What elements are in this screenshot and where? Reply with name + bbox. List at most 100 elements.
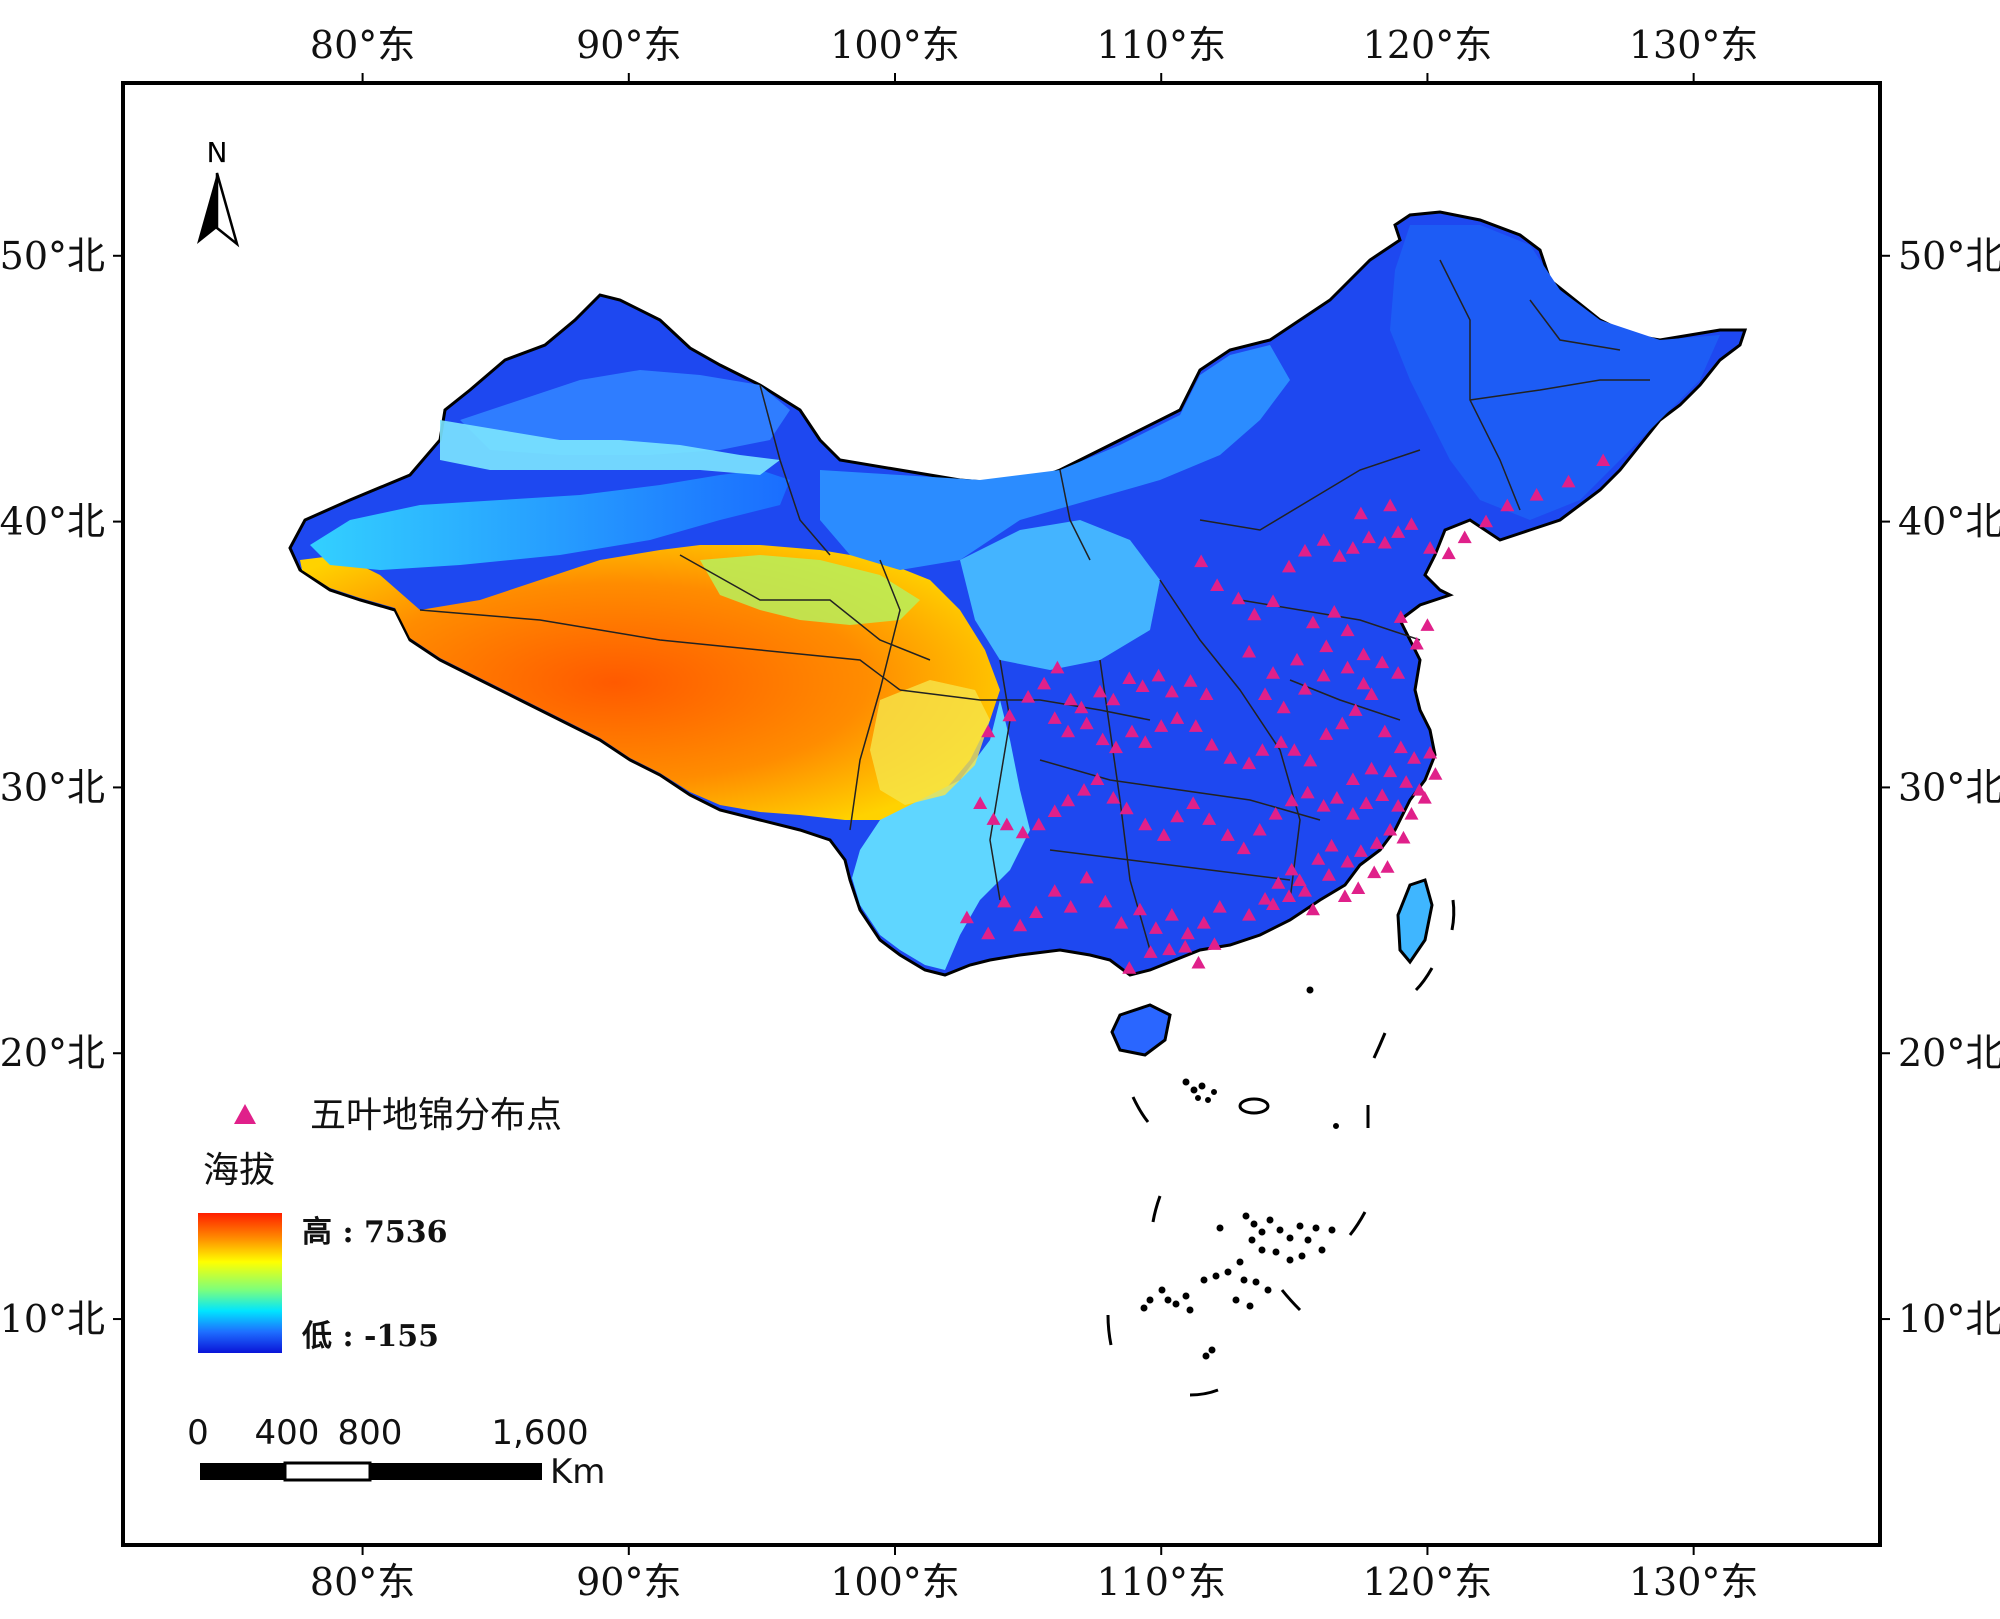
scale-label-1600: 1,600: [491, 1413, 588, 1453]
distribution-point: [981, 926, 996, 940]
legend: 五叶地锦分布点 海拔 高 : 7536 低 : -155: [198, 1095, 562, 1354]
distribution-point: [1207, 937, 1222, 950]
distribution-point: [1345, 772, 1360, 786]
distribution-point: [1061, 724, 1076, 738]
distribution-point: [1266, 666, 1281, 679]
left-lat-label: 40°北: [0, 500, 105, 544]
distribution-point: [1095, 732, 1110, 746]
distribution-point: [1340, 623, 1355, 637]
left-lat-label: 20°北: [0, 1031, 105, 1075]
distribution-point: [1079, 716, 1094, 730]
dzungaria: [460, 370, 790, 455]
top-lon-label: 130°东: [1629, 23, 1759, 67]
distribution-point: [1529, 488, 1544, 501]
distribution-point: [1143, 945, 1158, 958]
inner-mongolia: [820, 345, 1290, 570]
north-arrow: N: [197, 136, 240, 248]
bottom-lon-label: 80°东: [310, 1560, 415, 1604]
distribution-point: [1404, 807, 1419, 820]
distribution-point: [1282, 559, 1297, 573]
bottom-lon-label: 100°东: [830, 1560, 960, 1604]
distribution-point: [1359, 796, 1374, 809]
scale-bar: 0 400 800 1,600 Km: [187, 1413, 605, 1492]
top-lon-label: 120°东: [1363, 23, 1493, 67]
distribution-point: [1303, 753, 1318, 767]
distribution-point: [1191, 955, 1206, 969]
distribution-point: [1183, 674, 1198, 687]
distribution-point: [959, 910, 974, 924]
distribution-point: [1106, 692, 1121, 706]
yunnan-plateau: [852, 700, 1030, 970]
distribution-point: [1340, 854, 1355, 868]
distribution-point: [1391, 525, 1406, 538]
distribution-point: [1077, 783, 1092, 796]
top-lon-label: 90°东: [576, 23, 681, 67]
distribution-point: [1345, 541, 1360, 554]
distribution-point: [1297, 884, 1312, 897]
distribution-point: [1154, 719, 1169, 732]
distribution-point: [1202, 812, 1217, 825]
distribution-point: [1428, 767, 1443, 780]
north-arrow-icon: [197, 173, 217, 244]
distribution-point: [1383, 822, 1398, 836]
distribution-point: [1356, 647, 1371, 661]
distribution-point: [1396, 830, 1411, 844]
distribution-point: [1061, 793, 1076, 807]
distribution-point: [1284, 793, 1299, 807]
legend-point-symbol: [234, 1104, 256, 1124]
distribution-point: [1002, 708, 1017, 722]
distribution-point: [1252, 822, 1267, 836]
distribution-point: [1063, 692, 1078, 706]
distribution-point: [1148, 921, 1163, 934]
distribution-point: [1375, 655, 1390, 669]
distribution-point: [1383, 764, 1398, 778]
distribution-point: [1423, 745, 1438, 759]
distribution-point: [1324, 838, 1339, 852]
right-lat-label: 30°北: [1898, 765, 2000, 809]
distribution-point: [1031, 817, 1046, 831]
left-lat-label: 30°北: [0, 765, 105, 809]
distribution-point: [1037, 676, 1052, 690]
scale-label-400: 400: [255, 1413, 320, 1453]
distribution-point: [1327, 604, 1342, 618]
scale-label-800: 800: [338, 1413, 403, 1453]
distribution-point: [1236, 841, 1251, 855]
distribution-point: [1047, 884, 1062, 897]
distribution-point: [1300, 785, 1315, 799]
legend-color-ramp: [198, 1213, 282, 1353]
provincial-boundaries: [419, 259, 1650, 951]
distribution-point: [1178, 939, 1193, 953]
distribution-point: [1364, 687, 1379, 700]
distribution-point: [1417, 791, 1432, 804]
distribution-point: [1047, 804, 1062, 817]
distribution-point: [1316, 668, 1331, 682]
distribution-point: [1348, 703, 1363, 716]
distribution-point: [1210, 578, 1225, 591]
distribution-point: [1266, 594, 1281, 607]
bottom-lon-label: 90°东: [576, 1560, 681, 1604]
bottom-lon-label: 130°东: [1629, 1560, 1759, 1604]
distribution-point: [1329, 791, 1344, 804]
distribution-point: [1204, 737, 1219, 751]
distribution-point: [1332, 549, 1347, 562]
left-lat-label: 10°北: [0, 1297, 105, 1341]
distribution-point: [1479, 514, 1494, 528]
distribution-point: [1188, 719, 1203, 732]
distribution-point: [1098, 894, 1113, 908]
distribution-point: [1231, 591, 1246, 605]
legend-elevation-title: 海拔: [203, 1150, 275, 1191]
distribution-point: [1151, 668, 1166, 682]
sichuan-west-highland: [870, 680, 990, 805]
bottom-lon-label: 110°东: [1096, 1560, 1226, 1604]
right-lat-label: 20°北: [1898, 1031, 2000, 1075]
distribution-point: [1162, 942, 1177, 956]
distribution-point: [1013, 918, 1028, 932]
distribution-point: [1561, 474, 1576, 488]
distribution-point: [1063, 900, 1078, 913]
distribution-point: [1353, 506, 1368, 520]
right-lat-label: 50°北: [1898, 234, 2000, 278]
distribution-point: [1361, 530, 1376, 544]
distribution-point: [1119, 801, 1134, 815]
distribution-point: [1305, 615, 1320, 629]
distribution-point: [1258, 892, 1273, 905]
